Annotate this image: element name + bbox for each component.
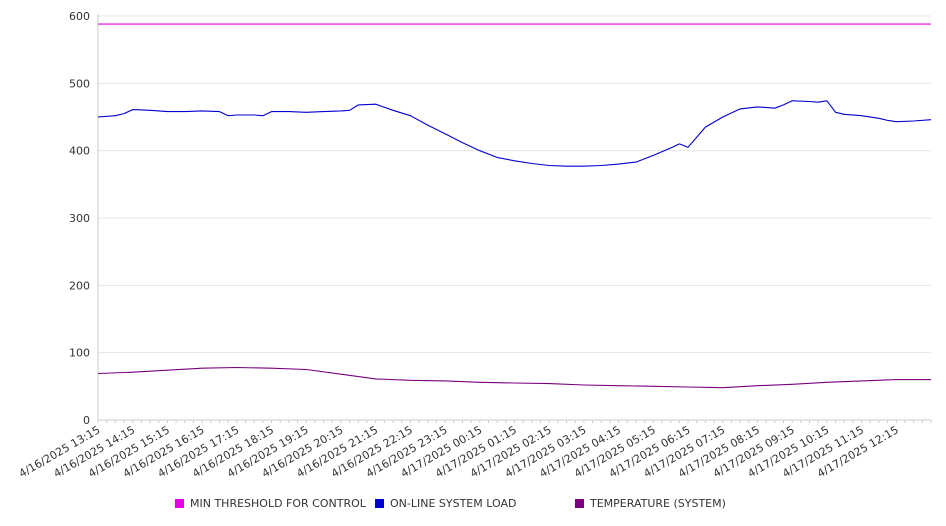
legend-swatch-system-load	[375, 499, 384, 508]
y-tick-label: 500	[69, 77, 90, 90]
x-axis: 4/16/2025 13:154/16/2025 14:154/16/2025 …	[17, 419, 932, 480]
legend-item-system-load: ON-LINE SYSTEM LOAD	[375, 497, 516, 510]
y-tick-label: 0	[83, 414, 90, 427]
y-tick-label: 300	[69, 212, 90, 225]
legend: MIN THRESHOLD FOR CONTROL ON-LINE SYSTEM…	[0, 497, 946, 515]
y-tick-label: 200	[69, 279, 90, 292]
legend-item-min-threshold: MIN THRESHOLD FOR CONTROL	[175, 497, 366, 510]
series-line-1	[97, 100, 932, 167]
y-axis: 0 100 200 300 400 500 600	[69, 10, 99, 427]
y-tick-label: 100	[69, 347, 90, 360]
series-layer	[97, 23, 932, 389]
legend-item-temperature: TEMPERATURE (SYSTEM)	[575, 497, 726, 510]
legend-label-temperature: TEMPERATURE (SYSTEM)	[590, 497, 726, 510]
y-tick-label: 400	[69, 145, 90, 158]
legend-swatch-temperature	[575, 499, 584, 508]
legend-swatch-min-threshold	[175, 499, 184, 508]
series-line-2	[97, 366, 931, 389]
gridlines	[98, 15, 931, 421]
legend-label-min-threshold: MIN THRESHOLD FOR CONTROL	[190, 497, 366, 510]
y-tick-label: 600	[69, 10, 90, 23]
legend-label-system-load: ON-LINE SYSTEM LOAD	[390, 497, 517, 510]
